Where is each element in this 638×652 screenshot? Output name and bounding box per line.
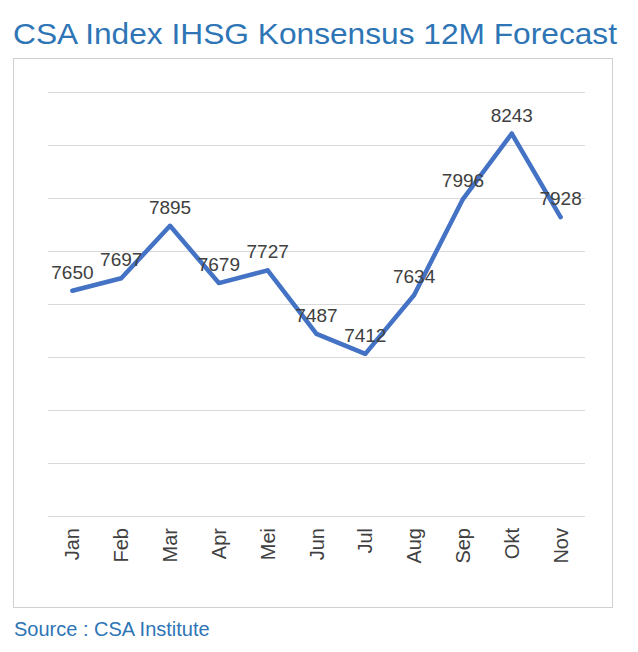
data-label: 7928 — [539, 188, 581, 209]
data-label: 7679 — [198, 254, 240, 275]
x-tick-label: Mei — [257, 528, 279, 560]
chart-container: CSA Index IHSG Konsensus 12M Forecast Sou… — [0, 0, 638, 652]
data-label: 7895 — [149, 197, 191, 218]
x-tick-label: Apr — [208, 528, 230, 559]
data-point — [70, 289, 74, 293]
data-point — [217, 281, 221, 285]
data-point — [168, 224, 172, 228]
data-point — [510, 132, 514, 136]
chart-frame — [14, 59, 613, 608]
data-point — [412, 293, 416, 297]
title: CSA Index IHSG Konsensus 12M Forecast — [13, 17, 618, 50]
plot-area — [70, 132, 562, 356]
data-label: 7634 — [393, 266, 436, 287]
x-tick-label: Nov — [550, 528, 572, 564]
data-label: 7727 — [247, 241, 289, 262]
x-tick-label: Feb — [110, 528, 132, 562]
chart-svg: CSA Index IHSG Konsensus 12M Forecast Sou… — [0, 0, 638, 652]
data-point — [363, 352, 367, 356]
data-point — [559, 215, 563, 219]
grid-line — [48, 410, 585, 411]
data-label: 7412 — [344, 325, 386, 346]
data-point — [266, 268, 270, 272]
data-label: 7697 — [100, 249, 142, 270]
data-line — [72, 134, 560, 354]
data-label: 7996 — [442, 170, 484, 191]
source-note: Source : CSA Institute — [14, 618, 210, 640]
x-tick-label: Jun — [306, 528, 328, 560]
data-label: 7487 — [295, 305, 337, 326]
data-label: 8243 — [491, 105, 533, 126]
data-point — [461, 197, 465, 201]
x-tick-label: Aug — [403, 528, 425, 564]
data-point — [315, 332, 319, 336]
data-label: 7650 — [51, 262, 93, 283]
data-point — [119, 276, 123, 280]
x-tick-label: Jul — [354, 528, 376, 554]
x-tick-label: Sep — [452, 528, 474, 564]
grid-line — [48, 463, 585, 464]
grid-line — [48, 92, 585, 93]
grid-line — [48, 516, 585, 517]
grid-line — [48, 198, 585, 199]
x-tick-label: Jan — [61, 528, 83, 560]
x-tick-label: Okt — [501, 528, 523, 560]
grid-line — [48, 357, 585, 358]
x-tick-label: Mar — [159, 528, 181, 563]
